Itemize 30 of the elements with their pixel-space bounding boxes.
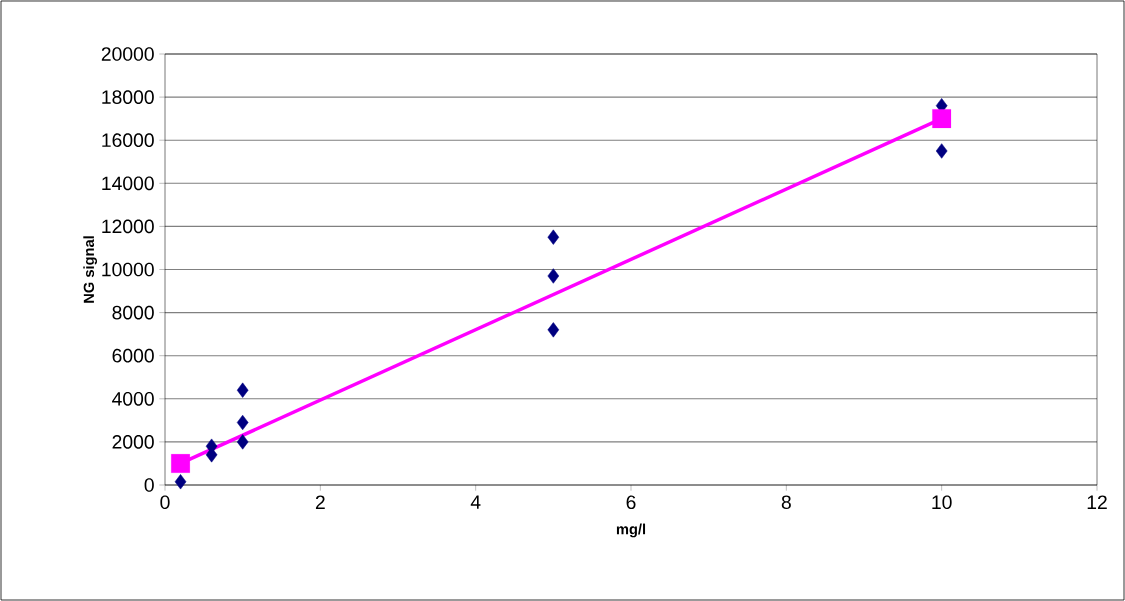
x-tick-label: 10 [932,495,952,510]
point [236,382,249,398]
y-tick-label: 2000 [112,435,154,449]
x-tick-label: 8 [781,495,791,510]
y-tick-label: 12000 [102,219,154,234]
point [547,322,560,338]
point [236,414,249,431]
y-tick-label: 14000 [102,176,154,191]
point [547,268,560,284]
y-tick-label: 0 [144,478,154,492]
point [236,434,249,450]
y-tick-label: 6000 [112,348,154,363]
y-tick-label: 8000 [112,305,154,320]
y-tick-label: 10000 [102,262,154,277]
x-axis-title: mg/l [616,523,646,538]
point [935,143,948,159]
point [932,109,952,129]
y-axis-title: NG signal [83,236,98,303]
x-tick-label: 6 [626,495,636,510]
point [171,454,190,473]
y-tick-label: 4000 [112,391,154,406]
y-tick-label: 20000 [101,47,154,61]
point [174,474,187,490]
x-tick-label: 12 [1087,495,1107,509]
y-tick-label: 16000 [102,133,154,148]
x-tick-label: 4 [470,495,481,509]
y-tick-label: 18000 [102,90,154,104]
x-tick-label: 0 [160,495,170,510]
point [547,229,560,245]
x-tick-label: 2 [315,495,325,509]
